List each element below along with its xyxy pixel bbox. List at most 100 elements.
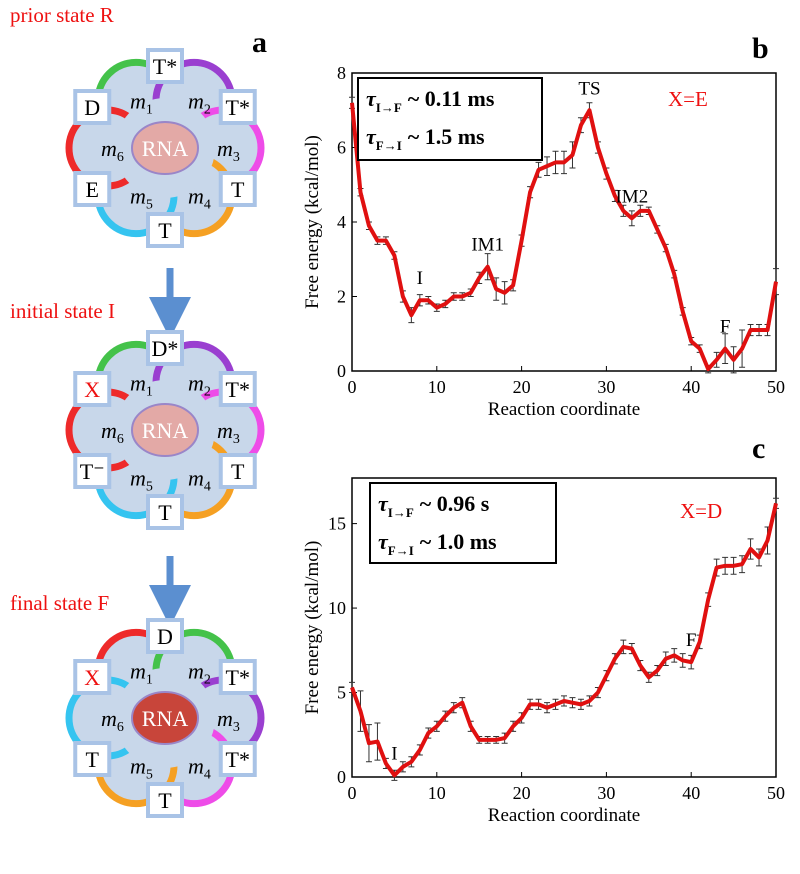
- module-index: 2: [204, 384, 211, 399]
- x-tick-label: 0: [348, 783, 357, 803]
- rna-label: RNA: [142, 706, 189, 731]
- module-label: m1: [130, 370, 153, 399]
- case-label: X=D: [680, 499, 722, 523]
- x-tick-label: 30: [597, 783, 615, 803]
- x-tick-label: 0: [348, 377, 357, 397]
- module-index: 4: [204, 768, 211, 783]
- x-axis-label: Reaction coordinate: [488, 805, 640, 826]
- rna: [131, 121, 199, 175]
- module-label: m5: [130, 754, 153, 783]
- x-tick-label: 20: [513, 377, 531, 397]
- y-tick-label: 0: [337, 361, 346, 381]
- state-label: TS: [578, 78, 600, 99]
- module-symbol: m: [217, 418, 233, 443]
- subunit-label: T⁻: [80, 459, 105, 484]
- state-title: prior state R: [10, 3, 114, 27]
- module-index: 3: [233, 150, 240, 165]
- state-title: initial state I: [10, 299, 115, 323]
- subunit-box: [146, 618, 184, 654]
- module-index: 6: [117, 432, 124, 447]
- state-label: F: [686, 630, 697, 651]
- y-tick-label: 10: [328, 598, 346, 618]
- subunit-box: [146, 48, 184, 84]
- module-index: 5: [146, 198, 153, 213]
- subunit-label: E: [86, 177, 99, 202]
- state-title: final state F: [10, 591, 109, 615]
- rate-text: τF→I ~ 1.0 ms: [378, 529, 497, 558]
- subunit-box: [146, 782, 184, 818]
- x-tick-label: 40: [682, 783, 700, 803]
- rna: [131, 403, 199, 457]
- rate-value: ~ 1.0 ms: [420, 529, 497, 554]
- subunit-label: T*: [226, 747, 250, 772]
- module-label: m3: [217, 706, 240, 735]
- subunit-box: [73, 371, 112, 407]
- subunit-box: [146, 330, 184, 366]
- y-tick-label: 0: [337, 767, 346, 787]
- subunit-label: T: [158, 500, 172, 525]
- x-tick-label: 10: [428, 783, 446, 803]
- module-symbol: m: [130, 184, 146, 209]
- module-symbol: m: [188, 466, 204, 491]
- free-energy-line: [350, 502, 778, 778]
- module-symbol: m: [217, 136, 233, 161]
- rate-text: τF→I ~ 1.5 ms: [366, 124, 485, 153]
- module-index: 1: [146, 384, 153, 399]
- subunit-label: T*: [226, 665, 250, 690]
- x-tick-label: 10: [428, 377, 446, 397]
- module-label: m5: [130, 184, 153, 213]
- rate-value: ~ 0.96 s: [420, 491, 490, 516]
- module-symbol: m: [188, 88, 204, 113]
- subunit-box: [218, 659, 257, 695]
- subunit-label: T: [158, 788, 172, 813]
- x-axis-label: Reaction coordinate: [488, 399, 640, 420]
- module-label: m6: [101, 706, 124, 735]
- module-index: 4: [204, 480, 211, 495]
- subunit-box: [146, 212, 184, 248]
- module-symbol: m: [188, 754, 204, 779]
- module-label: m3: [217, 418, 240, 447]
- subunit-label: T*: [226, 377, 250, 402]
- module-symbol: m: [101, 418, 117, 443]
- rate-symbol: τ: [366, 86, 377, 111]
- rate-box: [357, 77, 543, 161]
- module-index: 6: [117, 150, 124, 165]
- module-symbol: m: [217, 706, 233, 731]
- module-label: m6: [101, 418, 124, 447]
- module-symbol: m: [130, 370, 146, 395]
- subunit-box: [218, 171, 257, 207]
- subunit-box: [73, 171, 112, 207]
- rate-symbol: τ: [366, 124, 377, 149]
- rate-text: τI→F ~ 0.11 ms: [366, 86, 495, 115]
- subunit-box: [73, 659, 112, 695]
- rate-value: ~ 1.5 ms: [408, 124, 485, 149]
- module-index: 6: [117, 720, 124, 735]
- module-index: 2: [204, 672, 211, 687]
- y-tick-label: 8: [337, 63, 346, 83]
- module-symbol: m: [188, 658, 204, 683]
- module-label: m3: [217, 136, 240, 165]
- plot-frame: [351, 477, 777, 778]
- rate-subscript: I→F: [388, 505, 414, 520]
- subunit-label: X: [84, 665, 100, 690]
- module-symbol: m: [130, 88, 146, 113]
- subunit-label: T: [231, 459, 245, 484]
- subunit-box: [218, 89, 257, 125]
- module-label: m2: [188, 88, 211, 117]
- module-label: m2: [188, 658, 211, 687]
- module-index: 1: [146, 102, 153, 117]
- x-tick-label: 40: [682, 377, 700, 397]
- module-index: 5: [146, 768, 153, 783]
- subunit-box: [218, 453, 257, 489]
- case-label: X=E: [668, 87, 708, 111]
- module-symbol: m: [188, 370, 204, 395]
- module-symbol: m: [101, 136, 117, 161]
- panel-label: b: [752, 32, 769, 65]
- state-label: IM1: [471, 235, 504, 256]
- panel-label: a: [252, 26, 267, 59]
- y-tick-label: 5: [337, 683, 346, 703]
- subunit-label: D: [157, 624, 173, 649]
- module-symbol: m: [130, 754, 146, 779]
- module-index: 4: [204, 198, 211, 213]
